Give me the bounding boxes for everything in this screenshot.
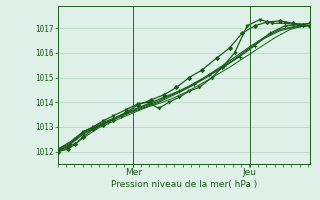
X-axis label: Pression niveau de la mer( hPa ): Pression niveau de la mer( hPa ) [111, 180, 257, 189]
